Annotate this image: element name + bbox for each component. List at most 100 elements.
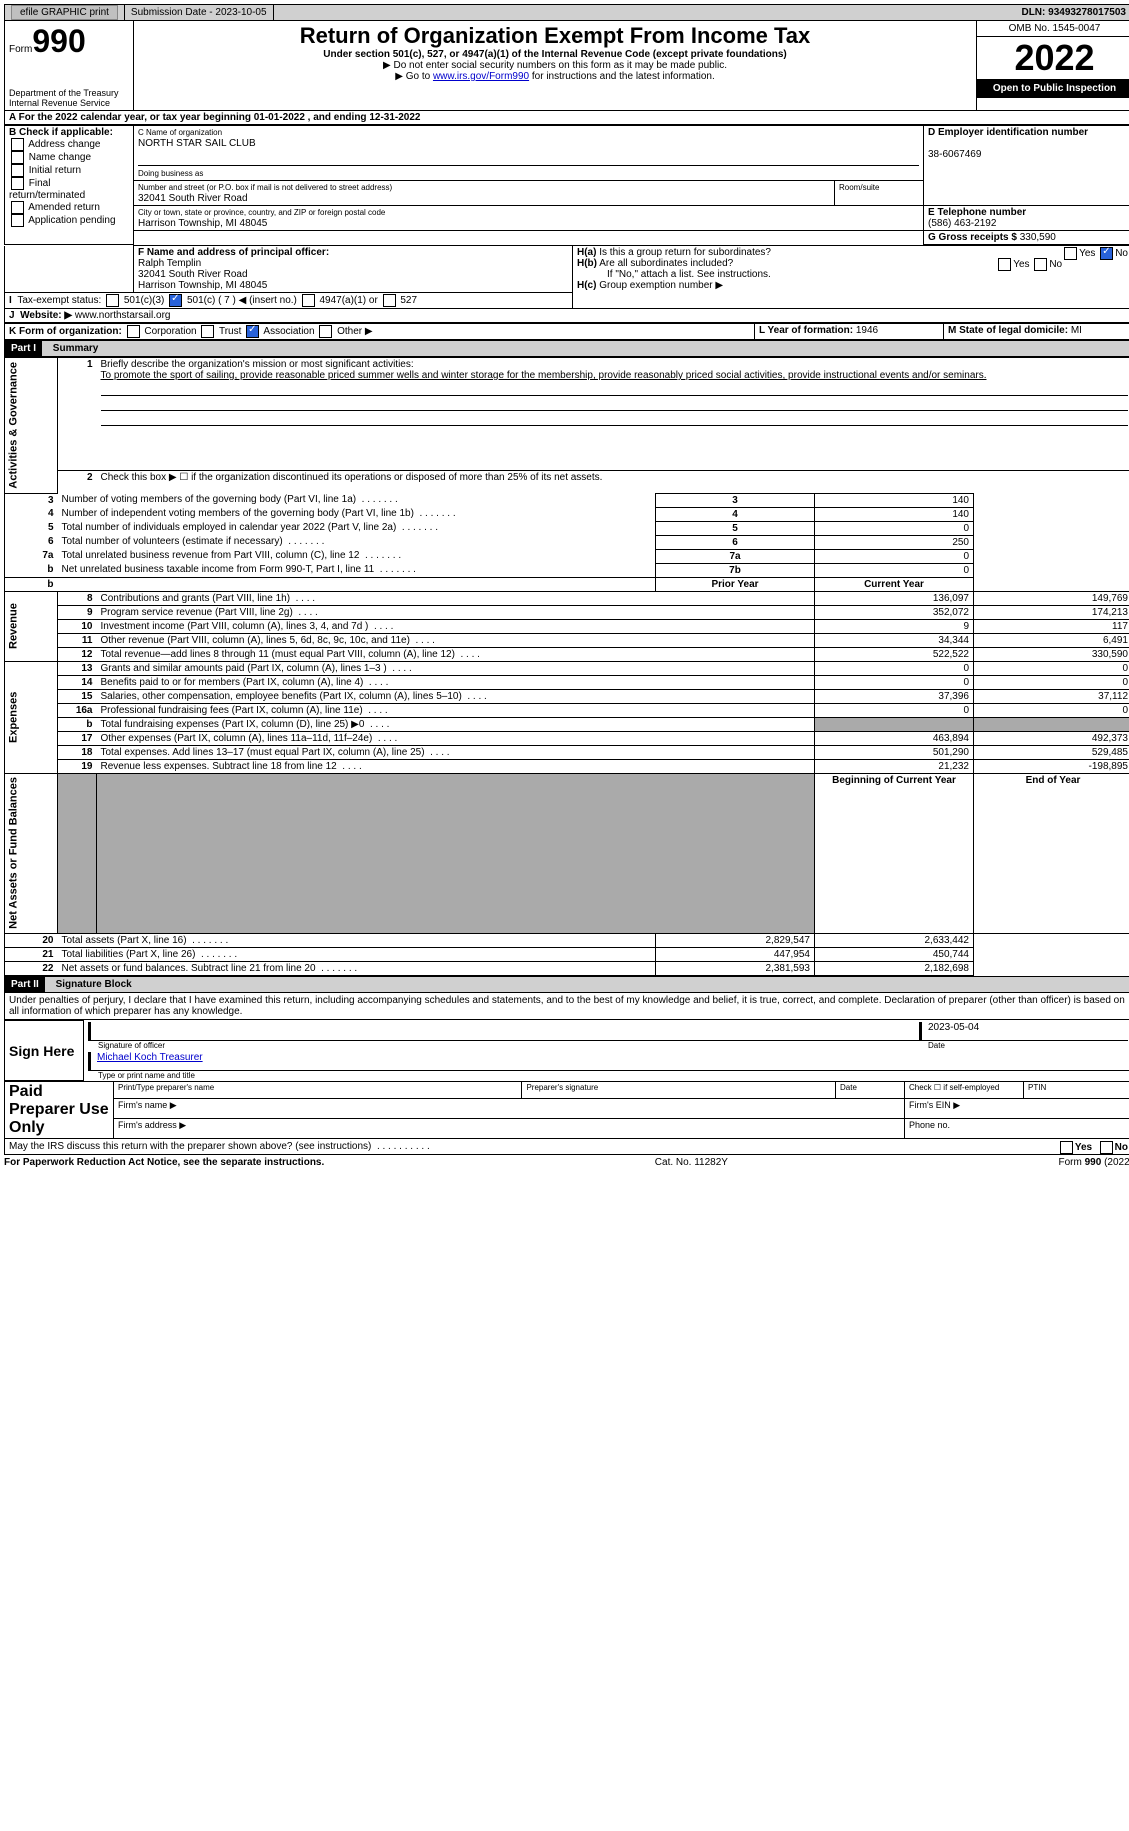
side-revenue: Revenue [5,591,58,661]
form-subtitle: Under section 501(c), 527, or 4947(a)(1)… [142,49,968,60]
firm-ein-label: Firm's EIN ▶ [905,1099,1129,1119]
irs-link[interactable]: www.irs.gov/Form990 [433,71,529,82]
i-checkbox[interactable] [302,294,315,307]
dept-treasury: Department of the Treasury [9,88,129,98]
q1-label: Briefly describe the organization's miss… [101,359,414,370]
org-name-label: C Name of organization [138,128,222,137]
dba-label: Doing business as [138,169,203,178]
hb-yes-checkbox[interactable] [998,258,1011,271]
website-value: www.northstarsail.org [75,310,171,321]
cat-no: Cat. No. 11282Y [655,1157,728,1168]
q2: Check this box ▶ ☐ if the organization d… [97,470,1129,493]
ha-no-checkbox[interactable] [1100,247,1113,260]
paid-preparer-block: Paid Preparer Use Only Print/Type prepar… [4,1081,1129,1139]
addr-label: Number and street (or P.O. box if mail i… [138,183,392,192]
form-note-1: ▶ Do not enter social security numbers o… [142,60,968,71]
dln: DLN: 93493278017503 [1015,5,1129,20]
phone-label: Phone no. [905,1119,1129,1139]
form-ref: Form 990 (2022) [1059,1157,1129,1168]
gross-receipts-value: 330,590 [1020,232,1056,243]
part2-header: Part II Signature Block [4,976,1129,993]
i-checkbox[interactable] [383,294,396,307]
form-note-2: ▶ Go to www.irs.gov/Form990 for instruct… [142,71,968,82]
side-netassets: Net Assets or Fund Balances [5,773,58,934]
ein-label: D Employer identification number [928,127,1088,138]
phone-value: (586) 463-2192 [928,218,996,229]
b-checkbox[interactable] [11,214,24,227]
signature-block: Sign Here 2023-05-04 Signature of office… [4,1020,1129,1081]
hc-label: Group exemption number ▶ [599,280,723,291]
part1-header: Part I Summary [4,340,1129,357]
form-org-block: K Form of organization: Corporation Trus… [4,323,1129,340]
b-checkbox[interactable] [11,177,24,190]
discuss-yes-checkbox[interactable] [1060,1141,1073,1154]
officer-label: F Name and address of principal officer: [138,247,329,258]
room-label: Room/suite [839,183,879,192]
l-label: L Year of formation: [759,325,856,336]
b-checkbox[interactable] [11,138,24,151]
city-label: City or town, state or province, country… [138,208,385,217]
form-title: Return of Organization Exempt From Incom… [142,23,968,49]
begin-year-header: Beginning of Current Year [815,773,974,934]
i-checkbox[interactable] [169,294,182,307]
declaration: Under penalties of perjury, I declare th… [4,993,1129,1020]
officer-addr2: Harrison Township, MI 48045 [138,280,267,291]
discuss-row: May the IRS discuss this return with the… [4,1139,1129,1155]
efile-print-button[interactable]: efile GRAPHIC print [11,5,118,20]
prep-check-label: Check ☐ if self-employed [905,1082,1024,1099]
ha-label: Is this a group return for subordinates? [599,247,771,258]
org-name: NORTH STAR SAIL CLUB [138,138,256,149]
b-checkbox[interactable] [11,164,24,177]
prep-sig-label: Preparer's signature [522,1082,836,1099]
revenue-header-row [58,577,656,591]
side-governance: Activities & Governance [5,358,58,494]
b-checkbox[interactable] [11,201,24,214]
i-checkbox[interactable] [106,294,119,307]
sig-name: Michael Koch Treasurer [88,1052,1129,1071]
form-header: Form990 Department of the Treasury Inter… [4,21,1129,111]
m-label: M State of legal domicile: [948,325,1071,336]
sig-officer-label: Signature of officer [88,1041,928,1050]
k-checkbox[interactable] [246,325,259,338]
tax-year: 2022 [977,37,1129,79]
top-bar: efile GRAPHIC print Submission Date - 20… [4,4,1129,21]
sign-here-label: Sign Here [5,1021,84,1081]
open-to-public: Open to Public Inspection [977,79,1129,98]
b-checkbox[interactable] [11,151,24,164]
k-checkbox[interactable] [201,325,214,338]
l-value: 1946 [856,325,878,336]
city-value: Harrison Township, MI 48045 [138,218,267,229]
prior-year-header: Prior Year [656,577,815,591]
k-checkbox[interactable] [319,325,332,338]
k-label: K Form of organization: [9,326,122,337]
prep-date-label: Date [836,1082,905,1099]
firm-name-label: Firm's name ▶ [114,1099,905,1119]
pra-notice: For Paperwork Reduction Act Notice, see … [4,1157,324,1168]
section-b-label: B Check if applicable: [9,127,113,138]
ha-yes-checkbox[interactable] [1064,247,1077,260]
current-year-header: Current Year [815,577,974,591]
ptin-label: PTIN [1024,1082,1129,1099]
part1-table: Activities & Governance 1 Briefly descri… [4,357,1129,976]
sig-name-label: Type or print name and title [88,1071,1129,1080]
form-label: Form [9,44,32,55]
sig-date: 2023-05-04 [919,1022,1128,1041]
identity-block: B Check if applicable: Address change Na… [4,125,1129,245]
website-label: Website: ▶ [20,310,72,321]
q1-text: To promote the sport of sailing, provide… [101,370,987,381]
end-year-header: End of Year [974,773,1129,934]
m-value: MI [1071,325,1082,336]
discuss-no-checkbox[interactable] [1100,1141,1113,1154]
footer: For Paperwork Reduction Act Notice, see … [4,1155,1129,1170]
hb-no-checkbox[interactable] [1034,258,1047,271]
addr-value: 32041 South River Road [138,193,248,204]
hb-label: Are all subordinates included? [599,258,733,269]
firm-addr-label: Firm's address ▶ [114,1119,905,1139]
omb-number: OMB No. 1545-0047 [977,21,1129,37]
submission-date: Submission Date - 2023-10-05 [125,5,274,20]
k-checkbox[interactable] [127,325,140,338]
paid-preparer-label: Paid Preparer Use Only [5,1082,114,1139]
officer-name: Ralph Templin [138,258,201,269]
officer-block: F Name and address of principal officer:… [4,245,1129,323]
gross-receipts-label: G Gross receipts $ [928,232,1020,243]
